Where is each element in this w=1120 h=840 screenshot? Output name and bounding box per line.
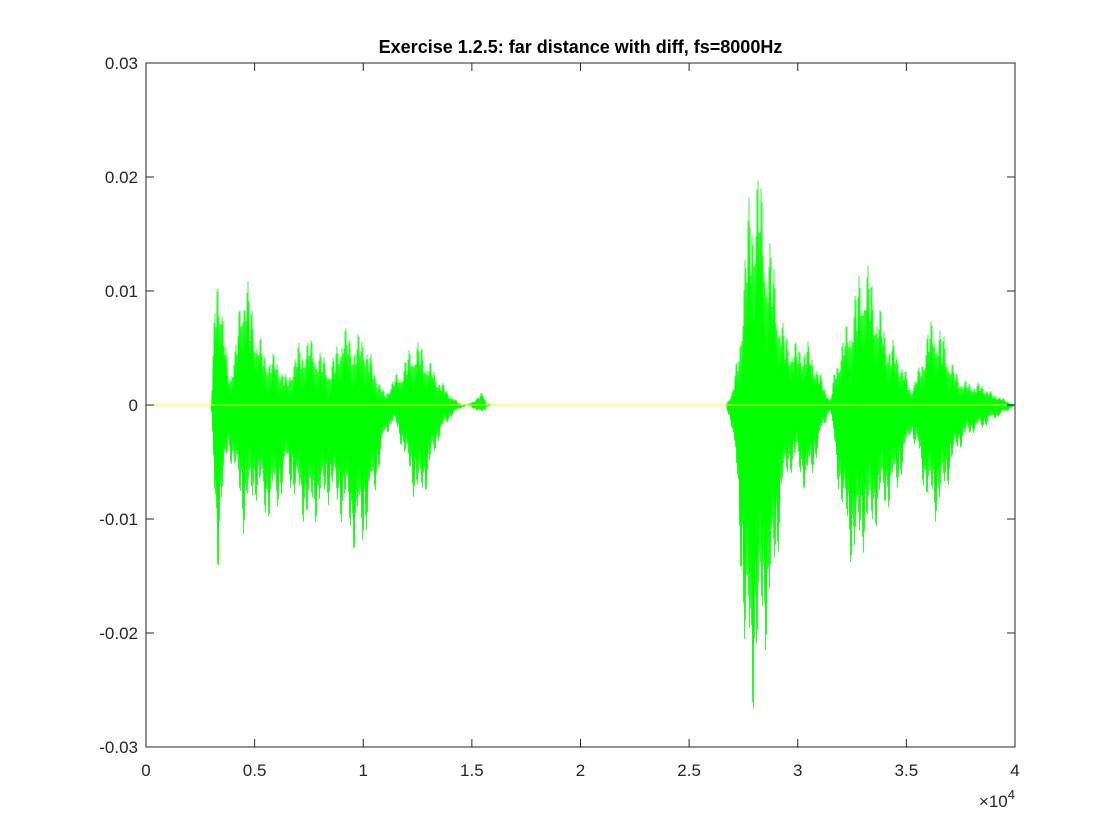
- x-tick-label: 1: [359, 761, 368, 780]
- x-tick-label: 2: [576, 761, 585, 780]
- chart-title: Exercise 1.2.5: far distance with diff, …: [379, 37, 783, 57]
- series-layer: [146, 180, 1016, 709]
- x-tick-label: 0: [141, 761, 150, 780]
- y-tick-label: 0.03: [105, 54, 138, 73]
- y-tick-label: -0.01: [99, 510, 138, 529]
- x-tick-label: 1.5: [460, 761, 484, 780]
- x-tick-label: 0.5: [243, 761, 267, 780]
- x-tick-label: 3.5: [895, 761, 919, 780]
- x-exponent-label: ×104: [979, 787, 1015, 811]
- y-tick-label: 0: [129, 396, 138, 415]
- x-exponent-power: 4: [1008, 787, 1015, 802]
- y-tick-label: 0.02: [105, 168, 138, 187]
- x-exponent-base: ×10: [979, 792, 1008, 811]
- x-tick-label: 2.5: [677, 761, 701, 780]
- x-tick-label: 4: [1010, 761, 1019, 780]
- axes-box: [145, 62, 1016, 748]
- y-tick-label: -0.03: [99, 738, 138, 757]
- x-tick-label: 3: [793, 761, 802, 780]
- y-tick-label: 0.01: [105, 282, 138, 301]
- ticks-layer: 0 0.5 1 1.5 2 2.5 3 3.5 4 -0.03 -0.02 -0.01 0 0.01 0.0…: [99, 54, 1019, 780]
- y-tick-label: -0.02: [99, 624, 138, 643]
